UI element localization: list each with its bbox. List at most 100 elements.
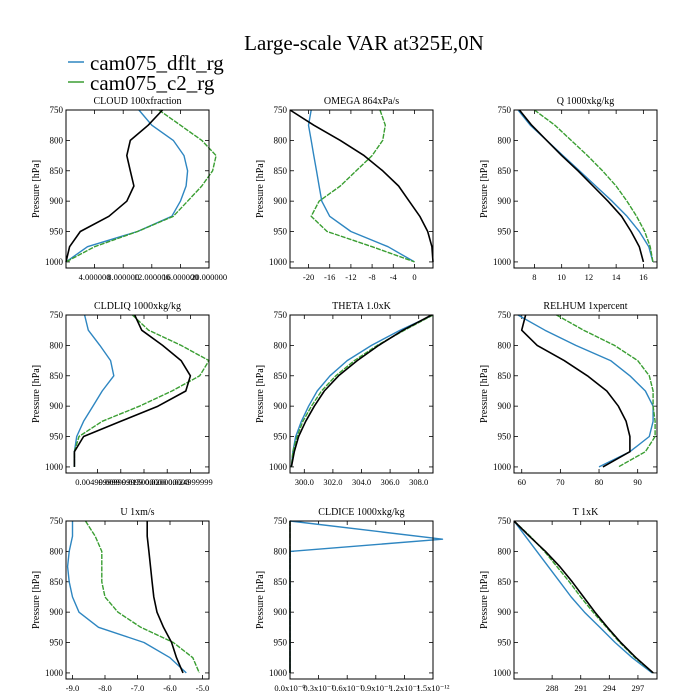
y-axis-label: Pressure [hPa] [255, 365, 266, 423]
x-tick-label: 16 [639, 272, 648, 282]
y-tick-label: 750 [50, 516, 64, 526]
y-tick-label: 800 [274, 135, 288, 145]
y-tick-label: 950 [50, 227, 64, 237]
x-tick-label: 10 [557, 272, 566, 282]
y-tick-label: 750 [498, 105, 512, 115]
panel-7: CLDICE 1000xkg/kg Pressure [hPa] 750 800 850… [255, 507, 450, 693]
x-tick-label: 288 [546, 683, 559, 693]
series-line-cam075-dflt-rg [307, 109, 415, 263]
x-tick-label: 0.9x10⁻¹ [361, 683, 392, 693]
y-tick-label: 1000 [493, 462, 512, 472]
series-line-cam075-c2-rg [65, 109, 217, 263]
y-tick-label: 800 [274, 340, 288, 350]
panel-1: OMEGA 864xPa/s Pressure [hPa] 750 800 850 900… [255, 96, 434, 282]
series-line-cam075-dflt-rg [65, 109, 189, 263]
x-tick-label: -8 [369, 272, 376, 282]
y-tick-label: 750 [50, 105, 64, 115]
legend-label-c2: cam075_c2_rg [90, 71, 215, 95]
y-tick-label: 900 [274, 607, 288, 617]
y-tick-label: 1000 [45, 462, 64, 472]
y-tick-label: 850 [50, 577, 64, 587]
panel-frame [289, 314, 434, 474]
x-tick-label: 308.0 [409, 477, 428, 487]
x-tick-label: 90 [633, 477, 642, 487]
panel-5: RELHUM 1xpercent Pressure [hPa] 750 800 850 9… [479, 301, 658, 487]
x-tick-label: 0 [412, 272, 416, 282]
y-tick-label: 750 [498, 310, 512, 320]
series-line-ref [290, 314, 432, 468]
x-tick-label: 16.000000 [162, 272, 198, 282]
y-tick-label: 800 [498, 546, 512, 556]
x-tick-label: 12 [585, 272, 594, 282]
panel-frame [65, 109, 210, 269]
y-tick-label: 750 [274, 516, 288, 526]
y-tick-label: 750 [274, 310, 288, 320]
series-line-ref [73, 314, 192, 467]
series-line-cam075-dflt-rg [289, 520, 444, 673]
x-tick-label: 0.3x10⁻¹ [303, 683, 334, 693]
panel-frame [513, 520, 658, 680]
y-tick-label: 850 [50, 371, 64, 381]
y-tick-label: 900 [498, 196, 512, 206]
panel-3: CLDLIQ 1000xkg/kg Pressure [hPa] 750 800 850… [31, 301, 213, 487]
panel-frame [513, 314, 658, 474]
legend-label-dflt: cam075_dflt_rg [90, 51, 224, 75]
series-line-cam075-dflt-rg [517, 314, 654, 468]
y-axis-label: Pressure [hPa] [479, 160, 490, 218]
y-tick-label: 750 [274, 105, 288, 115]
y-tick-label: 800 [274, 546, 288, 556]
x-tick-label: 0.009999999 [98, 477, 143, 487]
y-tick-label: 1000 [45, 668, 64, 678]
x-tick-label: 8.000000 [107, 272, 139, 282]
series-line-cam075-dflt-rg [513, 520, 653, 674]
panel-2: Q 1000xkg/kg Pressure [hPa] 750 800 850 900 95… [479, 96, 658, 282]
x-tick-label: -20 [303, 272, 314, 282]
panel-title: Q 1000xkg/kg [557, 96, 615, 107]
y-tick-label: 750 [498, 516, 512, 526]
y-tick-label: 950 [274, 432, 288, 442]
series-line-cam075-c2-rg [310, 109, 415, 263]
x-tick-label: 300.0 [295, 477, 314, 487]
y-tick-label: 1000 [493, 257, 512, 267]
panel-title: THETA 1.0xK [332, 301, 391, 312]
panel-frame [289, 109, 434, 269]
x-tick-label: 0.024999999 [168, 477, 213, 487]
series-line-cam075-c2-rg [290, 314, 434, 467]
x-tick-label: 14 [612, 272, 621, 282]
panel-8: T 1xK Pressure [hPa] 750 800 850 900 950 1000 28… [479, 507, 658, 693]
y-tick-label: 800 [50, 135, 64, 145]
x-tick-label: -7.0 [131, 683, 144, 693]
series-line-ref [518, 109, 645, 263]
x-tick-label: 8 [532, 272, 536, 282]
y-tick-label: 850 [274, 577, 288, 587]
series-line-ref [146, 521, 184, 674]
x-tick-label: 297 [632, 683, 645, 693]
x-tick-label: 60 [517, 477, 526, 487]
x-tick-label: -12 [345, 272, 356, 282]
x-tick-label: -8.0 [98, 683, 111, 693]
y-tick-label: 900 [50, 196, 64, 206]
panel-title: CLDICE 1000xkg/kg [318, 507, 404, 518]
y-tick-label: 900 [498, 401, 512, 411]
y-tick-label: 850 [498, 166, 512, 176]
x-tick-label: -9.0 [66, 683, 79, 693]
panel-title: CLDLIQ 1000xkg/kg [94, 301, 181, 312]
y-tick-label: 750 [50, 310, 64, 320]
y-axis-label: Pressure [hPa] [31, 365, 42, 423]
legend: cam075_dflt_rg cam075_c2_rg [68, 51, 224, 95]
panel-4: THETA 1.0xK Pressure [hPa] 750 800 850 900 950… [255, 301, 434, 487]
x-tick-label: 4.000000 [79, 272, 111, 282]
y-tick-label: 900 [498, 607, 512, 617]
x-tick-label: 0.6x10⁻¹ [332, 683, 363, 693]
y-tick-label: 900 [50, 401, 64, 411]
x-tick-label: 304.0 [352, 477, 371, 487]
y-axis-label: Pressure [hPa] [255, 571, 266, 629]
x-tick-label: 291 [574, 683, 587, 693]
x-tick-label: 1.2x10⁻¹ [389, 683, 420, 693]
y-tick-label: 800 [498, 340, 512, 350]
y-tick-label: 950 [498, 638, 512, 648]
panel-title: T 1xK [573, 507, 599, 518]
panel-frame [513, 109, 658, 269]
